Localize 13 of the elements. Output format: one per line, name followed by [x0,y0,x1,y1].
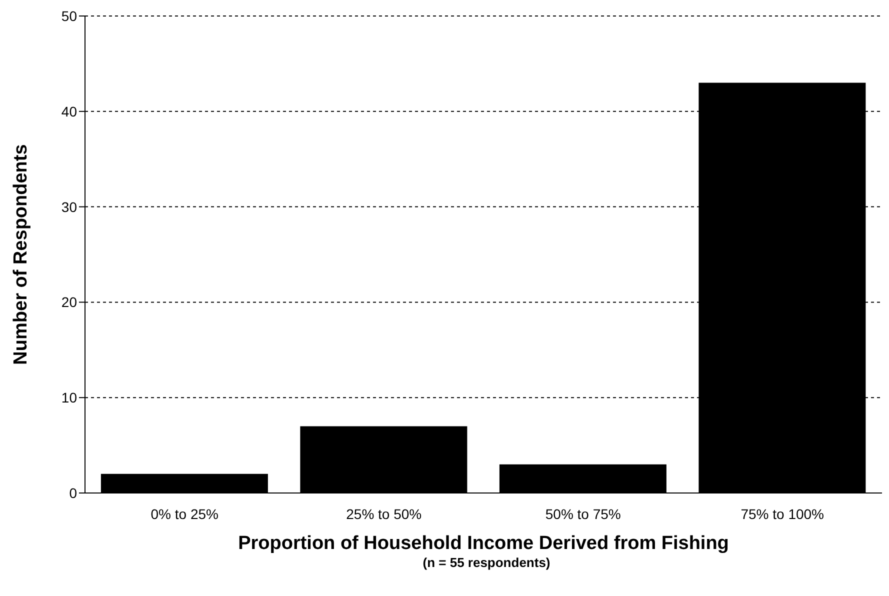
x-tick-label: 75% to 100% [740,506,824,522]
y-tick-label: 30 [61,198,78,215]
x-tick-label: 25% to 50% [346,506,422,522]
y-tick-label: 20 [61,294,78,310]
y-tick-label: 50 [61,8,78,24]
y-tick-label: 10 [61,390,78,406]
text: (n = 55 respondents) [422,555,552,570]
x-tick-label: 0% to 25% [150,506,218,522]
y-tick-label: 40 [61,103,78,120]
y-tick-label: 0 [69,484,78,501]
x-tick-label: 50% to 75% [545,506,621,522]
y-axis-title: Number of Respondents [10,144,32,365]
x-axis-title: Proportion of Household Income Derived from Fishing [238,533,729,554]
